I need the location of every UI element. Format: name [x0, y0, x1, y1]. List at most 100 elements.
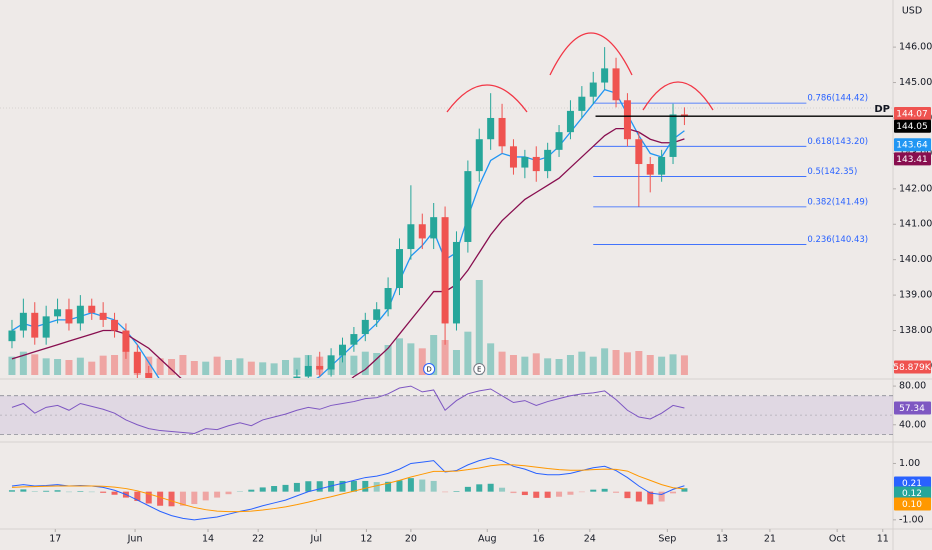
last-price-tag: 144.07: [896, 109, 928, 119]
histogram-bar: [31, 491, 38, 492]
x-tick-label: 12: [360, 534, 372, 545]
histogram-tag: 0.12: [902, 489, 922, 499]
histogram-bar: [499, 487, 506, 492]
volume-bar: [145, 356, 153, 375]
macd-tag: 0.21: [902, 479, 922, 489]
histogram-bar: [20, 489, 27, 492]
volume-bar: [179, 355, 187, 375]
candle-body: [65, 309, 73, 324]
histogram-bar: [567, 491, 574, 495]
rsi-tag: 57.34: [899, 404, 925, 414]
candle-body: [521, 156, 529, 168]
candle-body: [42, 316, 50, 338]
volume-bar: [190, 361, 198, 375]
volume-bar: [601, 348, 609, 375]
histogram-bar: [214, 491, 221, 498]
volume-bar: [669, 354, 677, 375]
rsi-pane: [0, 385, 893, 435]
volume-bar: [418, 348, 426, 375]
volume-bar: [156, 358, 164, 375]
candle-body: [8, 330, 16, 342]
volume-bar: [441, 340, 449, 375]
moving-average-tag: 143.64: [896, 141, 928, 151]
volume-bar: [236, 358, 244, 375]
volume-bar: [361, 351, 369, 375]
candle-body: [589, 82, 597, 97]
volume-bar: [270, 363, 278, 375]
volume-bar: [395, 338, 403, 375]
volume-bar: [31, 354, 39, 375]
volume-bar: [680, 355, 688, 375]
candle-body: [680, 114, 688, 116]
histogram-bar: [430, 480, 437, 492]
volume-bar: [8, 356, 16, 375]
volume-bar: [168, 359, 176, 375]
candle-body: [384, 288, 392, 310]
volume-bar: [202, 361, 210, 375]
x-tick-label: 11: [877, 534, 889, 545]
y-tick-label: 138.00: [899, 325, 932, 336]
event-label: D: [426, 366, 431, 374]
histogram-bar: [635, 491, 642, 502]
macd-tag-bg: [894, 476, 931, 490]
volume-tag: 58.879K: [893, 363, 931, 373]
volume-bar: [111, 355, 119, 375]
signal-line: [11, 464, 685, 513]
histogram-bar: [293, 482, 300, 492]
volume-bar: [65, 360, 73, 375]
histogram-bar: [624, 491, 631, 499]
x-tick-label: 16: [532, 534, 544, 545]
histogram-bar: [407, 478, 414, 492]
candle-body: [145, 373, 153, 378]
volume-bar: [475, 280, 483, 375]
histogram-bar: [442, 491, 449, 493]
volume-bar: [88, 361, 96, 375]
x-tick-label: Jun: [127, 534, 143, 545]
x-tick-label: 17: [49, 534, 61, 545]
candle-body: [555, 132, 563, 150]
dp-price-tag-bg: [894, 119, 931, 133]
y-tick-label: 1.00: [899, 458, 920, 469]
histogram-bar: [282, 484, 289, 492]
y-tick-label: 141.00: [899, 219, 932, 230]
histogram-bar: [339, 480, 346, 492]
histogram-bar: [419, 479, 426, 492]
histogram-bar: [510, 491, 517, 494]
volume-bar: [612, 350, 620, 375]
candle-body: [658, 156, 666, 175]
histogram-bar: [168, 491, 175, 507]
fib-level-label: 0.5(142.35): [807, 167, 857, 177]
volume-bar: [566, 355, 574, 375]
candle-body: [566, 110, 574, 133]
volume-bar: [384, 345, 392, 375]
fib-level-label: 0.236(140.43): [807, 235, 868, 245]
histogram-bar: [613, 491, 620, 493]
x-tick-label: 14: [202, 534, 214, 545]
candle-body: [350, 334, 358, 345]
candle-body: [76, 305, 84, 324]
histogram-bar: [225, 491, 232, 495]
histogram-bar: [647, 491, 654, 505]
volume-bar: [623, 352, 631, 375]
volume-bar: [532, 353, 540, 375]
volume-bar: [487, 343, 495, 375]
volume-bar: [373, 353, 381, 375]
histogram-bar: [670, 491, 677, 494]
histogram-bar: [179, 491, 186, 506]
fib-level-label: 0.786(144.42): [807, 94, 868, 104]
y-tick-label: 40.00: [899, 419, 926, 430]
event-label: E: [477, 366, 481, 374]
candle-body: [601, 68, 609, 83]
histogram-bar: [487, 483, 494, 492]
candle-body: [316, 365, 324, 370]
x-tick-label: 20: [405, 534, 417, 545]
event-marker: [473, 363, 486, 375]
candle-body: [407, 224, 415, 250]
right-shoulder-arc: [642, 81, 714, 111]
candle-body: [646, 164, 654, 175]
volume-bar: [293, 357, 301, 375]
candle-body: [464, 171, 472, 242]
histogram-bar: [521, 491, 528, 496]
fib-level-label: 0.618(143.20): [807, 137, 868, 147]
x-tick-label: Aug: [478, 534, 497, 545]
